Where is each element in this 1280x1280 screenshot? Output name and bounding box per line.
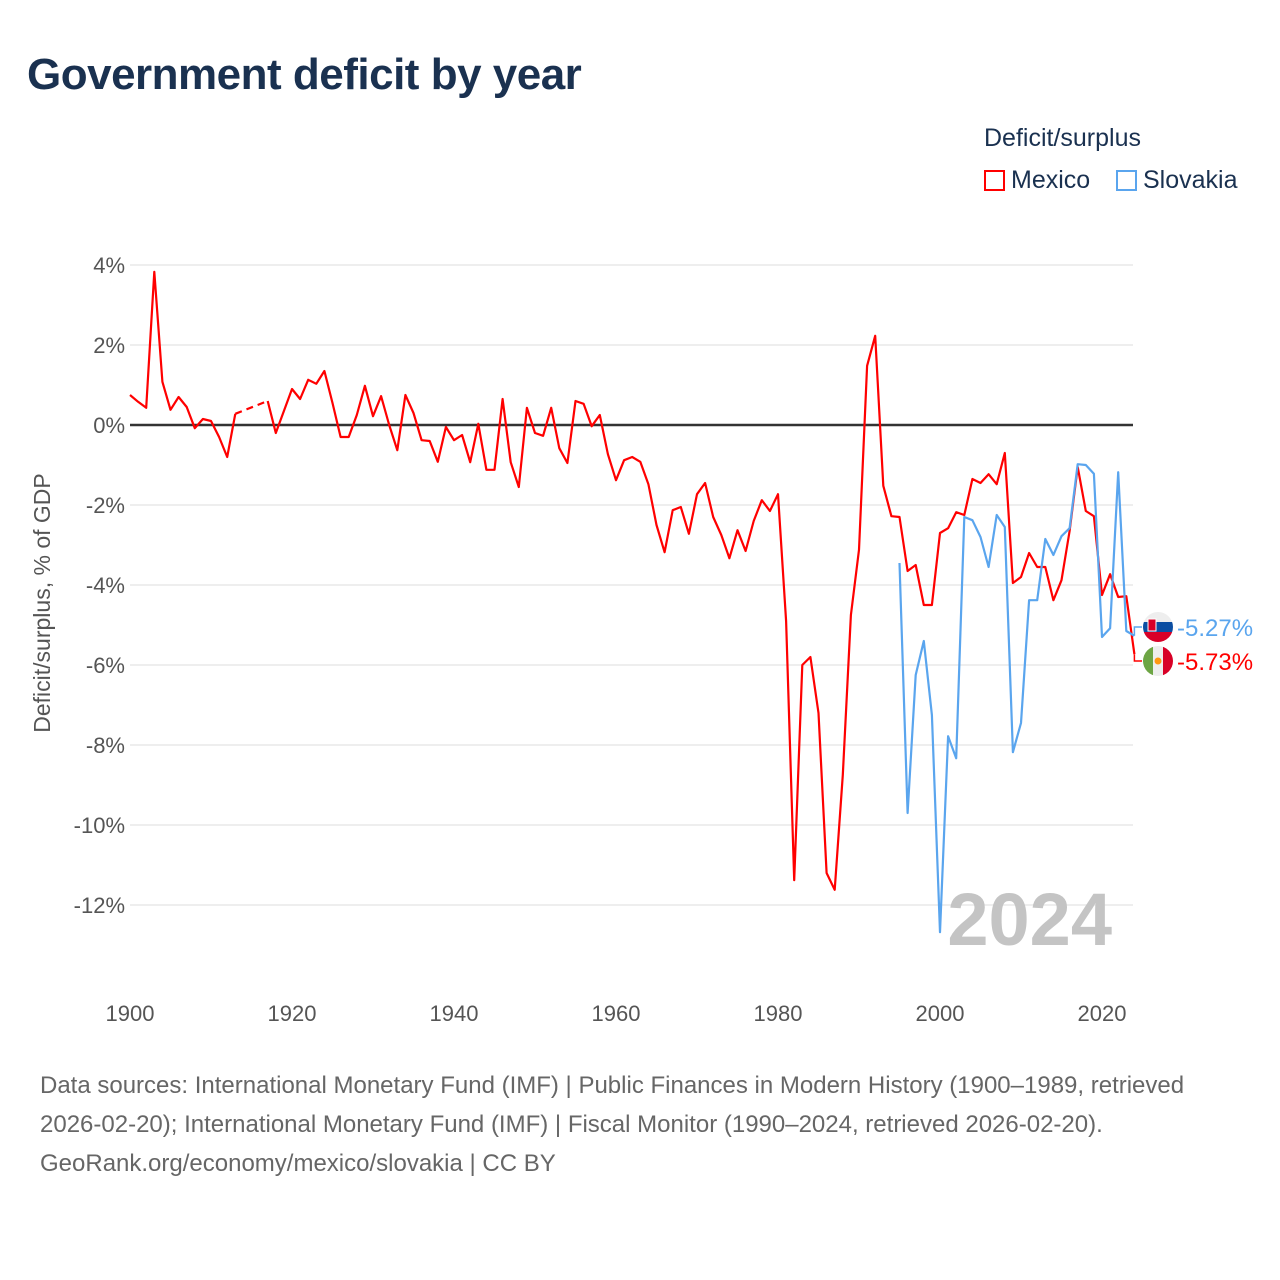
- end-value-label-mexico: -5.73%: [1177, 649, 1253, 676]
- x-tick-label: 2020: [1078, 1001, 1127, 1026]
- flag-slovakia-icon: [1143, 612, 1173, 642]
- legend-title: Deficit/surplus: [984, 124, 1141, 152]
- y-tick-label: -2%: [86, 493, 125, 518]
- footer: Data sources: International Monetary Fun…: [40, 1066, 1240, 1183]
- y-tick-label: -4%: [86, 573, 125, 598]
- series-line-mexico: [266, 334, 1136, 891]
- flag-body: [1143, 646, 1173, 676]
- x-tick-label: 2000: [916, 1001, 965, 1026]
- legend-item-mexico[interactable]: Mexico: [984, 166, 1090, 195]
- legend-swatch-mexico: [984, 170, 1005, 191]
- flag-stripe: [1163, 646, 1173, 676]
- flag-stripe: [1143, 646, 1153, 676]
- end-connector-mexico: [1133, 654, 1142, 662]
- flag-stripe: [1143, 622, 1173, 632]
- flag-stripe: [1143, 612, 1173, 622]
- x-tick-label: 1920: [268, 1001, 317, 1026]
- y-tick-label: -10%: [74, 813, 125, 838]
- legend-swatch-slovakia: [1116, 170, 1137, 191]
- series-line-mexico: [129, 270, 237, 459]
- end-value-label-slovakia: -5.27%: [1177, 615, 1253, 642]
- legend-label-mexico: Mexico: [1011, 166, 1091, 194]
- chart-title: Government deficit by year: [27, 50, 582, 99]
- y-tick-label: 2%: [93, 333, 125, 358]
- y-tick-label: -8%: [86, 733, 125, 758]
- flag-mexico-icon: [1143, 646, 1173, 676]
- flag-emblem: [1147, 618, 1157, 632]
- flag-emblem: [1154, 657, 1162, 665]
- flag-body: [1143, 612, 1173, 642]
- legend-item-slovakia[interactable]: Slovakia: [1116, 166, 1238, 195]
- credit-link[interactable]: GeoRank.org/economy/mexico/slovakia | CC…: [40, 1150, 556, 1177]
- line-chart: 4% 2% 0% -2% -4% -6% -8% -10% -12% 1900 1920 1940 19…: [29, 253, 1253, 1026]
- year-watermark: 2024: [947, 878, 1112, 961]
- legend-label-slovakia: Slovakia: [1143, 166, 1238, 194]
- series-gap-mexico: [234, 399, 269, 415]
- x-tick-label: 1940: [430, 1001, 479, 1026]
- y-tick-label: -6%: [86, 653, 125, 678]
- x-tick-label: 1900: [106, 1001, 155, 1026]
- y-axis-label: Deficit/surplus, % of GDP: [29, 473, 55, 732]
- y-tick-label: 0%: [93, 413, 125, 438]
- y-tick-label: 4%: [93, 253, 125, 278]
- x-tick-label: 1980: [754, 1001, 803, 1026]
- data-sources: Data sources: International Monetary Fun…: [40, 1072, 1185, 1138]
- series-line-slovakia: [898, 463, 1135, 934]
- end-connector-slovakia: [1133, 626, 1142, 636]
- flag-stripe: [1143, 632, 1173, 642]
- y-tick-label: -12%: [74, 893, 125, 918]
- x-tick-label: 1960: [592, 1001, 641, 1026]
